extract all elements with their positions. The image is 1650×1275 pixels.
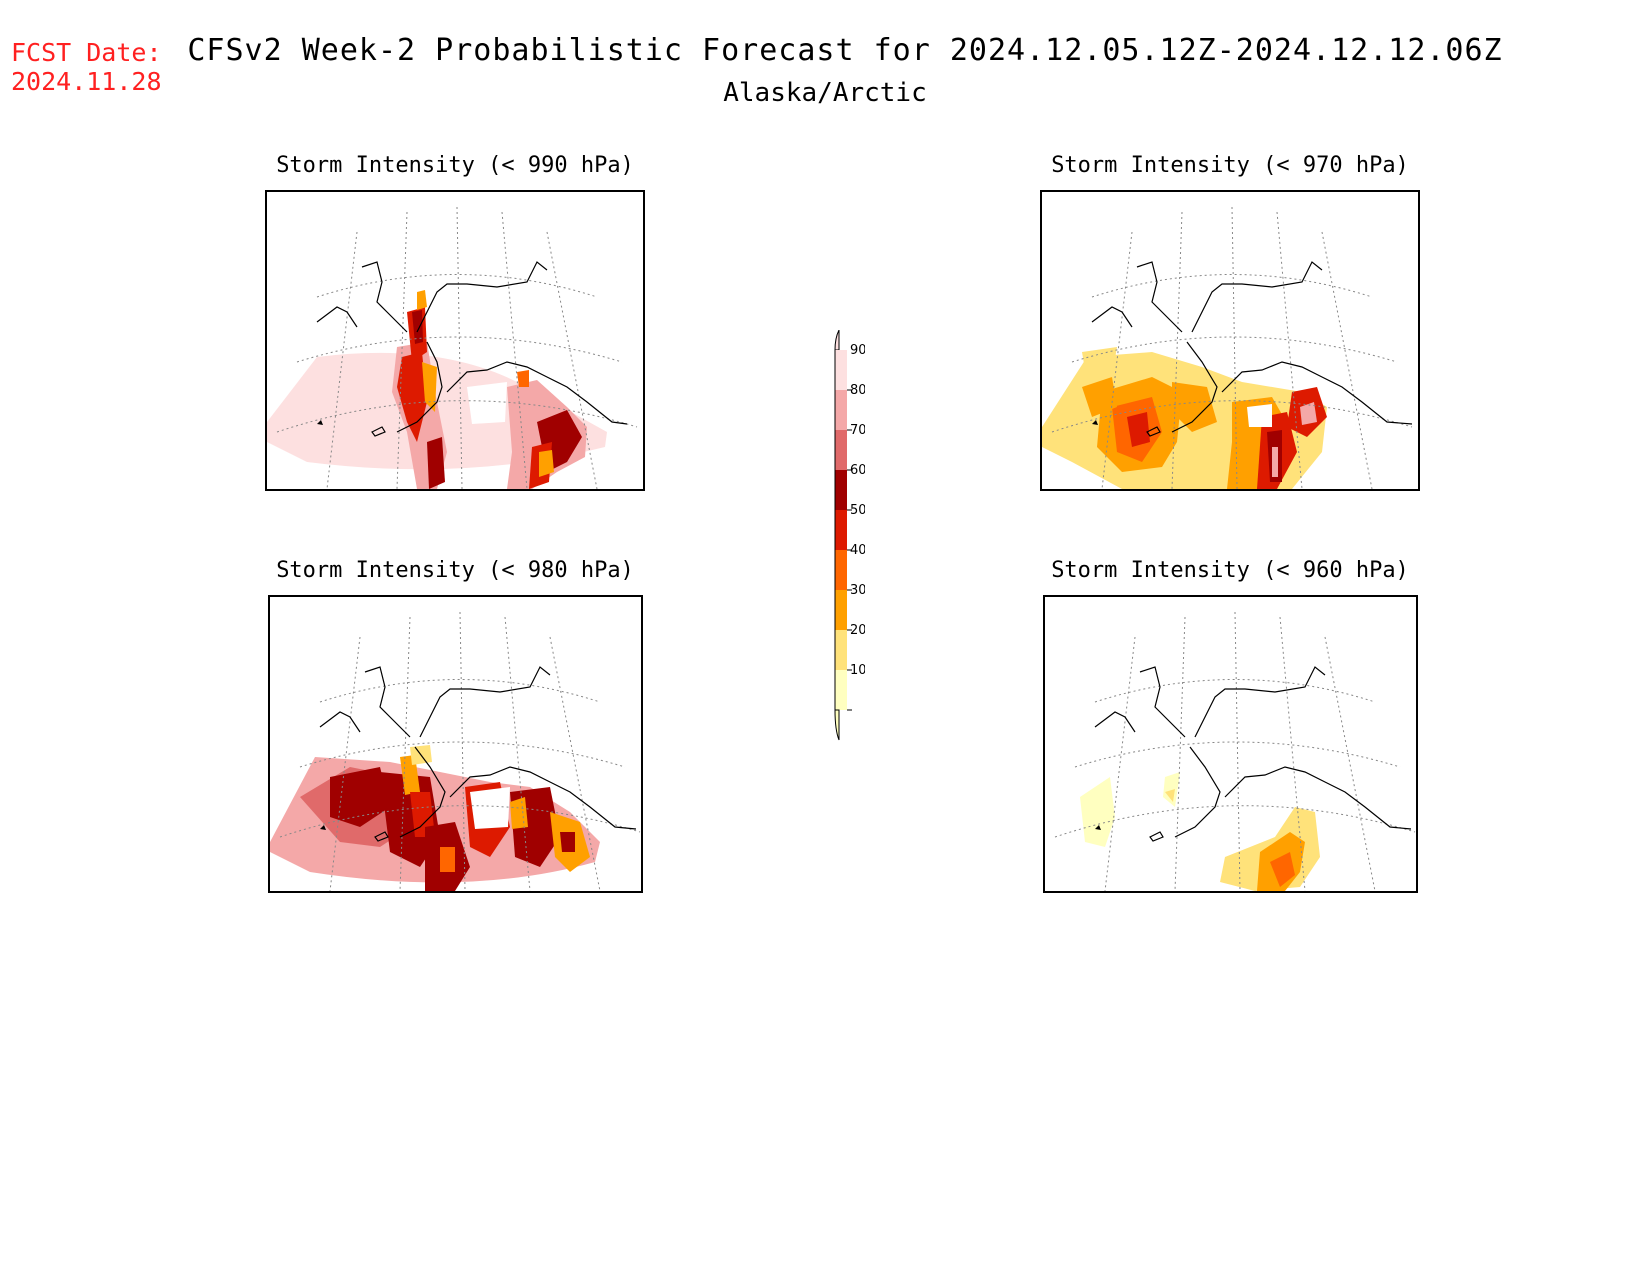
probability-shading	[270, 745, 600, 891]
colorbar-label-50: 50	[850, 503, 865, 518]
panel-title-980: Storm Intensity (< 980 hPa)	[276, 558, 634, 583]
colorbar-swatch-60	[835, 470, 847, 510]
colorbar-label-10: 10	[850, 663, 865, 678]
map-panel-980	[268, 595, 643, 893]
forecast-date-value: 2024.11.28	[11, 67, 162, 96]
probability-shading	[1042, 347, 1327, 489]
colorbar-bottom-arrow	[834, 709, 840, 741]
panel-title-990: Storm Intensity (< 990 hPa)	[276, 153, 634, 178]
forecast-date-block: FCST Date: 2024.11.28	[11, 38, 162, 96]
map-990	[267, 206, 638, 489]
colorbar-label-60: 60	[850, 463, 865, 478]
map-panel-990	[265, 190, 645, 491]
map-970	[1042, 206, 1413, 489]
colorbar-swatch-50	[835, 510, 847, 550]
map-panel-970	[1040, 190, 1420, 491]
coastline	[316, 261, 628, 437]
colorbar-swatch-30	[835, 590, 847, 630]
colorbar-top-arrow	[834, 330, 840, 351]
page-subtitle: Alaska/Arctic	[723, 78, 927, 108]
probability-shading	[267, 290, 607, 489]
panel-title-970: Storm Intensity (< 970 hPa)	[1051, 153, 1409, 178]
station-marker	[317, 420, 323, 425]
colorbar-swatch-80	[835, 390, 847, 430]
colorbar-swatch-70	[835, 430, 847, 470]
station-marker	[1092, 420, 1098, 425]
coastline	[1091, 261, 1413, 437]
station-marker	[320, 825, 326, 830]
colorbar-label-80: 80	[850, 383, 865, 398]
colorbar-swatch-90	[835, 350, 847, 390]
panel-title-960: Storm Intensity (< 960 hPa)	[1051, 558, 1409, 583]
graticule	[279, 611, 641, 891]
colorbar-legend: 90 80 70 60 50 40 30 20 10	[834, 330, 865, 741]
map-980	[270, 611, 641, 891]
colorbar-label-40: 40	[850, 543, 865, 558]
colorbar-swatch-10	[835, 670, 847, 710]
map-panel-960	[1043, 595, 1418, 893]
colorbar-label-20: 20	[850, 623, 865, 638]
graticule	[1054, 611, 1416, 891]
forecast-date-label: FCST Date:	[11, 38, 162, 67]
graticule	[1051, 206, 1413, 489]
colorbar-swatch-20	[835, 630, 847, 670]
map-960	[1054, 611, 1416, 891]
colorbar-label-90: 90	[850, 343, 865, 358]
coastline	[1094, 666, 1412, 842]
graticule	[276, 206, 638, 489]
colorbar-label-30: 30	[850, 583, 865, 598]
coastline	[319, 666, 637, 842]
colorbar-label-70: 70	[850, 423, 865, 438]
probability-shading	[1080, 772, 1320, 891]
colorbar-swatch-40	[835, 550, 847, 590]
page-title: CFSv2 Week-2 Probabilistic Forecast for …	[187, 33, 1503, 68]
station-marker	[1095, 825, 1101, 830]
